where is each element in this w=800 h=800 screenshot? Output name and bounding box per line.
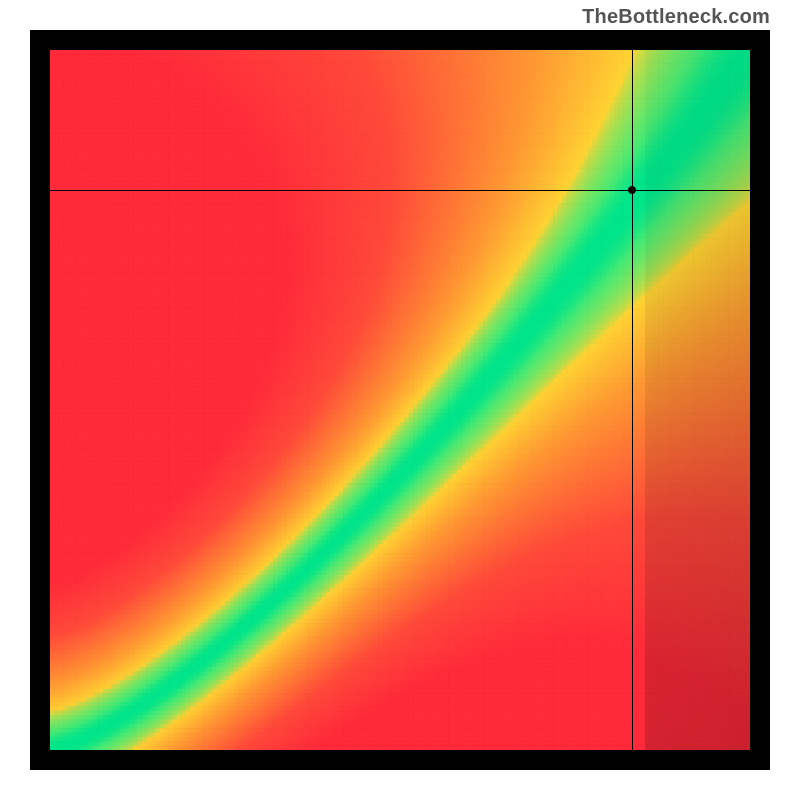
heatmap-canvas	[50, 50, 750, 750]
chart-container: TheBottleneck.com	[0, 0, 800, 800]
watermark-text: TheBottleneck.com	[582, 6, 770, 29]
chart-frame	[30, 30, 770, 770]
